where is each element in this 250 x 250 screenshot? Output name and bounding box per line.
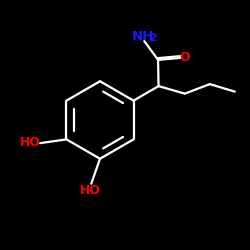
Text: NH: NH (132, 30, 154, 43)
Text: O: O (180, 51, 190, 64)
Text: 2: 2 (150, 33, 157, 43)
Text: HO: HO (80, 184, 100, 197)
Text: HO: HO (20, 136, 41, 149)
